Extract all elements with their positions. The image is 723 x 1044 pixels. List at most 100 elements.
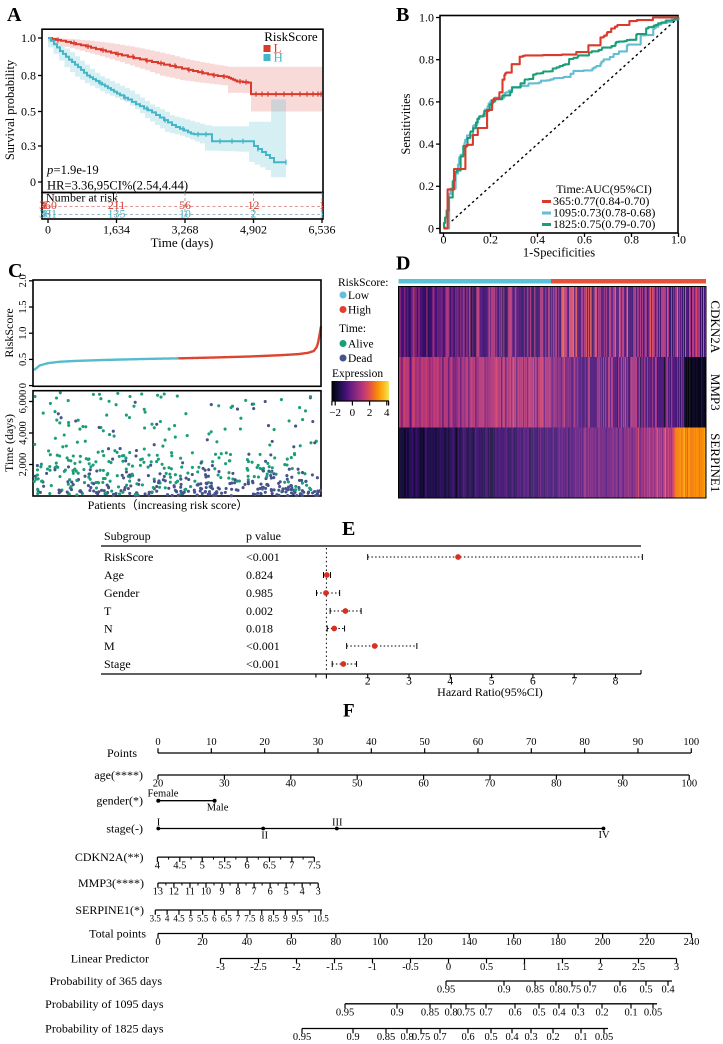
svg-text:2: 2 (365, 676, 371, 688)
svg-text:160: 160 (506, 937, 522, 948)
svg-text:−2: −2 (329, 407, 341, 419)
svg-text:1,634: 1,634 (103, 223, 130, 237)
svg-text:0: 0 (350, 407, 356, 419)
svg-text:=1.9e-19: =1.9e-19 (54, 163, 99, 177)
svg-text:40: 40 (286, 779, 297, 790)
svg-text:0.6: 0.6 (461, 1032, 474, 1043)
svg-text:6: 6 (530, 676, 536, 688)
svg-text:80: 80 (579, 737, 590, 748)
svg-text:0.85: 0.85 (421, 1007, 439, 1018)
svg-text:age(****): age(****) (94, 768, 143, 782)
svg-text:0.9: 0.9 (390, 1007, 403, 1018)
svg-text:0.002: 0.002 (246, 604, 273, 618)
svg-text:20: 20 (197, 937, 208, 948)
svg-text:0.85: 0.85 (377, 1032, 395, 1043)
svg-text:9.5: 9.5 (292, 914, 304, 924)
svg-text:MMP3(****): MMP3(****) (78, 876, 144, 890)
svg-text:8.5: 8.5 (268, 914, 280, 924)
svg-text:II: II (261, 830, 268, 841)
svg-text:220: 220 (639, 937, 655, 948)
svg-text:0.5: 0.5 (480, 962, 493, 973)
svg-text:12: 12 (169, 887, 179, 898)
svg-text:-1: -1 (368, 962, 377, 973)
svg-text:0.5: 0.5 (18, 353, 29, 366)
svg-text:7: 7 (252, 887, 257, 898)
svg-text:CDKN2A: CDKN2A (708, 300, 723, 353)
svg-text:High: High (348, 305, 371, 317)
svg-text:6,000: 6,000 (18, 390, 29, 414)
svg-text:Expression: Expression (332, 368, 383, 380)
svg-text:Subgroup: Subgroup (104, 529, 151, 543)
svg-text:Dead: Dead (348, 353, 373, 365)
svg-text:0.2: 0.2 (483, 233, 498, 247)
svg-text:4: 4 (447, 676, 453, 688)
svg-text:0.3: 0.3 (571, 1007, 584, 1018)
svg-text:60: 60 (418, 779, 429, 790)
svg-text:0: 0 (45, 223, 51, 237)
svg-text:0: 0 (428, 221, 434, 235)
svg-text:0.8: 0.8 (400, 1032, 413, 1043)
svg-text:Time:AUC(95%CI): Time:AUC(95%CI) (556, 182, 652, 196)
svg-text:<0.001: <0.001 (246, 550, 280, 564)
svg-text:0.6: 0.6 (577, 233, 592, 247)
svg-text:10: 10 (201, 887, 211, 898)
svg-text:Time (days): Time (days) (2, 414, 16, 472)
svg-text:0.9: 0.9 (497, 985, 510, 996)
svg-text:5: 5 (284, 887, 289, 898)
svg-text:5.5: 5.5 (218, 861, 231, 872)
svg-text:0.3: 0.3 (21, 139, 36, 153)
svg-text:40: 40 (366, 737, 377, 748)
svg-text:361: 361 (39, 207, 57, 221)
svg-text:2: 2 (251, 207, 257, 221)
svg-text:100: 100 (681, 779, 697, 790)
svg-text:0.3: 0.3 (524, 1032, 537, 1043)
svg-text:0.8: 0.8 (624, 233, 639, 247)
svg-text:H: H (43, 207, 52, 221)
svg-text:70: 70 (526, 737, 537, 748)
svg-text:<0.001: <0.001 (246, 657, 280, 671)
svg-text:7: 7 (289, 861, 294, 872)
svg-text:0: 0 (155, 737, 160, 748)
svg-text:0.95: 0.95 (293, 1032, 311, 1043)
svg-text:90: 90 (618, 779, 629, 790)
svg-text:0.8: 0.8 (419, 53, 434, 67)
svg-text:365:0.77(0.84-0.70): 365:0.77(0.84-0.70) (553, 194, 649, 208)
svg-text:90: 90 (633, 737, 644, 748)
svg-text:gender(*): gender(*) (96, 794, 143, 808)
svg-text:0: 0 (441, 233, 447, 247)
svg-text:Points: Points (107, 746, 137, 760)
svg-text:0.5: 0.5 (639, 985, 652, 996)
svg-text:2.5: 2.5 (632, 962, 645, 973)
svg-text:9: 9 (283, 914, 288, 924)
svg-text:120: 120 (417, 937, 433, 948)
svg-text:80: 80 (331, 937, 342, 948)
svg-text:MMP3: MMP3 (708, 374, 723, 411)
svg-text:6: 6 (244, 861, 249, 872)
svg-text:H: H (274, 50, 283, 65)
svg-text:1095:0.73(0.78-0.68): 1095:0.73(0.78-0.68) (553, 206, 655, 220)
svg-text:-0.5: -0.5 (402, 962, 419, 973)
svg-text:0.8: 0.8 (549, 985, 562, 996)
svg-text:D: D (396, 253, 410, 275)
svg-text:<0.001: <0.001 (246, 639, 280, 653)
svg-text:Time:: Time: (339, 323, 366, 335)
svg-text:8: 8 (613, 676, 619, 688)
svg-text:M: M (104, 639, 115, 653)
svg-text:-2.5: -2.5 (250, 962, 267, 973)
svg-text:1.5: 1.5 (18, 300, 29, 313)
svg-text:Low: Low (348, 290, 370, 302)
svg-text:0.75: 0.75 (457, 1007, 475, 1018)
svg-text:0.4: 0.4 (505, 1032, 519, 1043)
svg-text:4: 4 (155, 861, 161, 872)
svg-text:360: 360 (39, 198, 57, 212)
svg-text:p: p (46, 163, 53, 177)
svg-text:stage(-): stage(-) (106, 822, 143, 836)
svg-text:3: 3 (674, 962, 679, 973)
svg-text:IV: IV (598, 830, 609, 841)
svg-text:0.8: 0.8 (21, 68, 36, 82)
svg-text:56: 56 (179, 198, 191, 212)
svg-text:8: 8 (236, 887, 241, 898)
svg-text:0: 0 (155, 937, 160, 948)
svg-text:RiskScore: RiskScore (2, 308, 16, 357)
svg-text:5: 5 (189, 914, 194, 924)
